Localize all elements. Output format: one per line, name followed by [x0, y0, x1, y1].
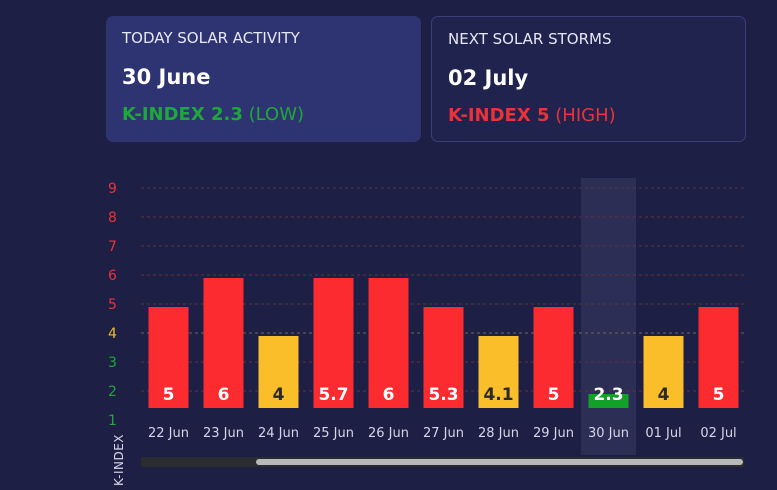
- y-tick-label: 3: [108, 355, 117, 371]
- bar-value-label: 5.7: [318, 385, 348, 405]
- bar-value-label: 5: [713, 385, 725, 405]
- next-storm-kindex-level: (HIGH): [555, 105, 616, 126]
- bar-value-label: 2.3: [593, 385, 623, 405]
- y-tick-label: 1: [108, 413, 117, 429]
- highlight-column: [581, 178, 636, 455]
- bar: [478, 336, 519, 408]
- x-tick-label: 30 Jun: [588, 426, 629, 441]
- chart-scrollbar-thumb[interactable]: [256, 459, 743, 465]
- bar-value-label: 5: [548, 385, 560, 405]
- x-tick-label: 27 Jun: [423, 426, 464, 441]
- today-kindex-value: K-INDEX 2.3: [122, 104, 243, 125]
- y-tick-label: 6: [108, 268, 117, 284]
- y-axis-label: K-INDEX: [112, 434, 126, 486]
- next-storm-card: NEXT SOLAR STORMS 02 July K-INDEX 5 (HIG…: [431, 16, 746, 142]
- bar-value-label: 6: [383, 385, 395, 405]
- next-storm-date: 02 July: [448, 66, 529, 90]
- bar: [148, 307, 189, 408]
- x-tick-label: 23 Jun: [203, 426, 244, 441]
- bar: [698, 307, 739, 408]
- bar-value-label: 5.3: [428, 385, 458, 405]
- bar: [423, 307, 464, 408]
- x-tick-label: 26 Jun: [368, 426, 409, 441]
- bar: [643, 336, 684, 408]
- today-activity-card: TODAY SOLAR ACTIVITY 30 June K-INDEX 2.3…: [106, 16, 421, 142]
- bar: [588, 394, 629, 408]
- y-tick-label: 9: [108, 181, 117, 197]
- x-tick-label: 02 Jul: [700, 426, 736, 441]
- y-tick-label: 2: [108, 384, 117, 400]
- bar-value-label: 4: [658, 385, 670, 405]
- bar: [203, 278, 244, 408]
- today-date: 30 June: [122, 65, 211, 89]
- bar-value-label: 5: [163, 385, 175, 405]
- y-tick-label: 8: [108, 210, 117, 226]
- x-tick-label: 24 Jun: [258, 426, 299, 441]
- x-tick-label: 28 Jun: [478, 426, 519, 441]
- y-tick-label: 7: [108, 239, 117, 255]
- bar: [258, 336, 299, 408]
- bar-value-label: 6: [218, 385, 230, 405]
- next-storm-kindex: K-INDEX 5 (HIGH): [448, 105, 729, 127]
- x-tick-label: 25 Jun: [313, 426, 354, 441]
- bar-value-label: 4.1: [483, 385, 513, 405]
- y-tick-label: 5: [108, 297, 117, 313]
- today-activity-label: TODAY SOLAR ACTIVITY: [122, 29, 300, 47]
- bar: [313, 278, 354, 408]
- bar: [368, 278, 409, 408]
- today-kindex-level: (LOW): [248, 104, 305, 125]
- bar: [533, 307, 574, 408]
- next-storm-kindex-value: K-INDEX 5: [448, 105, 550, 126]
- x-tick-label: 01 Jul: [645, 426, 681, 441]
- today-kindex: K-INDEX 2.3 (LOW): [122, 104, 405, 126]
- bar-value-label: 4: [273, 385, 285, 405]
- x-tick-label: 29 Jun: [533, 426, 574, 441]
- x-tick-label: 22 Jun: [148, 426, 189, 441]
- next-storm-label: NEXT SOLAR STORMS: [448, 30, 612, 48]
- y-tick-label: 4: [108, 326, 117, 342]
